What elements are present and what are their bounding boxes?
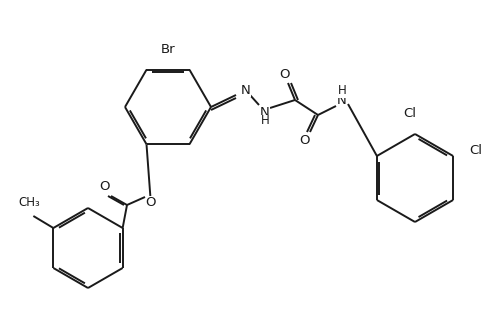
Text: Cl: Cl <box>469 144 482 157</box>
Text: O: O <box>280 69 290 82</box>
Text: O: O <box>99 180 109 193</box>
Text: N: N <box>241 83 251 96</box>
Text: Cl: Cl <box>404 107 416 120</box>
Text: O: O <box>300 135 310 148</box>
Text: H: H <box>338 84 346 98</box>
Text: H: H <box>260 114 270 127</box>
Text: O: O <box>146 196 156 209</box>
Text: CH₃: CH₃ <box>18 196 40 209</box>
Text: N: N <box>260 106 270 119</box>
Text: Br: Br <box>160 43 176 56</box>
Text: N: N <box>337 94 347 106</box>
